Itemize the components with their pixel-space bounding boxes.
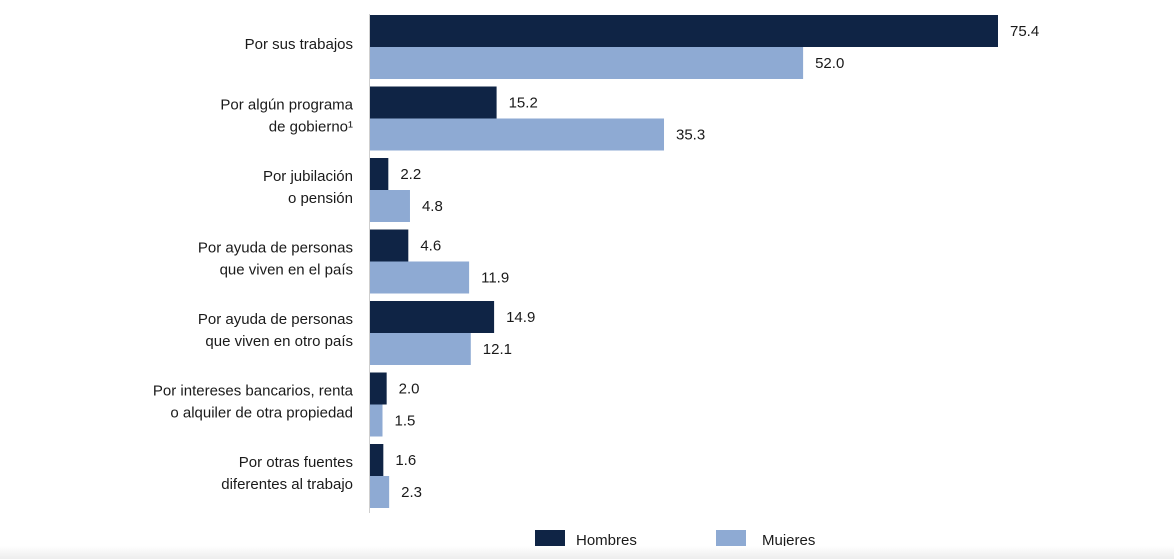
value-label-mujeres-6: 2.3 [401,484,422,501]
bar-mujeres-5 [370,404,383,437]
value-label-hombres-3: 4.6 [420,238,441,255]
bar-mujeres-6 [370,476,390,508]
category-label-line: Por ayuda de personas [198,240,353,257]
bar-hombres-0 [370,15,998,47]
bar-hombres-3 [370,229,409,262]
category-label-line: Por intereses bancarios, renta [153,383,354,400]
category-label-1: Por algún programa de gobierno¹ [220,97,353,136]
category-label-line: o alquiler de otra propiedad [170,405,353,422]
bar-mujeres-3 [370,261,470,294]
category-label-line: Por ayuda de personas [198,311,353,328]
category-label-line: Por sus trabajos [245,36,353,53]
value-label-mujeres-5: 1.5 [394,413,415,430]
page-bottom-strip [0,546,1174,559]
bar-mujeres-0 [370,47,804,79]
value-label-mujeres-1: 35.3 [676,127,705,144]
category-label-3: Por ayuda de personas que viven en el paí… [198,240,353,279]
category-label-4: Por ayuda de personas que viven en otro p… [198,311,353,350]
category-label-line: que viven en otro país [205,333,353,350]
legend: Hombres Mujeres [535,530,815,549]
category-label-line: que viven en el país [220,262,353,279]
bar-mujeres-1 [370,118,665,151]
category-label-line: de gobierno¹ [269,119,353,136]
bar-hombres-1 [370,86,497,119]
bar-hombres-5 [370,372,387,405]
bars-layer: 75.4 52.0 15.2 35.3 2.24.8 4.6 11.9 14.9 12.1 2.0… [370,15,1039,508]
value-label-mujeres-4: 12.1 [483,341,512,358]
value-label-hombres-0: 75.4 [1010,23,1039,40]
category-label-line: o pensión [288,190,353,207]
legend-swatch-hombres [535,530,565,548]
value-label-hombres-1: 15.2 [509,95,538,112]
category-label-line: Por jubilación [263,168,353,185]
value-label-hombres-6: 1.6 [395,452,416,469]
value-label-mujeres-3: 11.9 [481,270,509,287]
category-label-line: Por algún programa [220,97,353,114]
legend-swatch-mujeres [716,530,746,548]
bar-hombres-2 [370,158,389,190]
category-label-line: diferentes al trabajo [221,476,353,493]
category-labels: Por sus trabajos Por algún programa de gob… [153,36,354,493]
category-label-6: Por otras fuentes diferentes al trabajo [221,454,353,493]
category-label-2: Por jubilación o pensión [263,168,353,207]
bar-mujeres-4 [370,333,471,365]
legend-label-hombres: Hombres [576,532,637,549]
category-label-5: Por intereses bancarios, renta o alquiler… [153,383,354,422]
value-label-hombres-2: 2.2 [400,166,421,183]
legend-label-mujeres: Mujeres [762,532,815,549]
bar-hombres-4 [370,301,495,333]
category-label-line: Por otras fuentes [239,454,353,471]
bar-hombres-6 [370,444,384,476]
value-label-mujeres-2: 4.8 [422,198,443,215]
value-label-hombres-4: 14.9 [506,309,535,326]
category-label-0: Por sus trabajos [245,36,353,53]
value-label-hombres-5: 2.0 [399,381,420,398]
bar-mujeres-2 [370,190,410,222]
value-label-mujeres-0: 52.0 [815,55,844,72]
